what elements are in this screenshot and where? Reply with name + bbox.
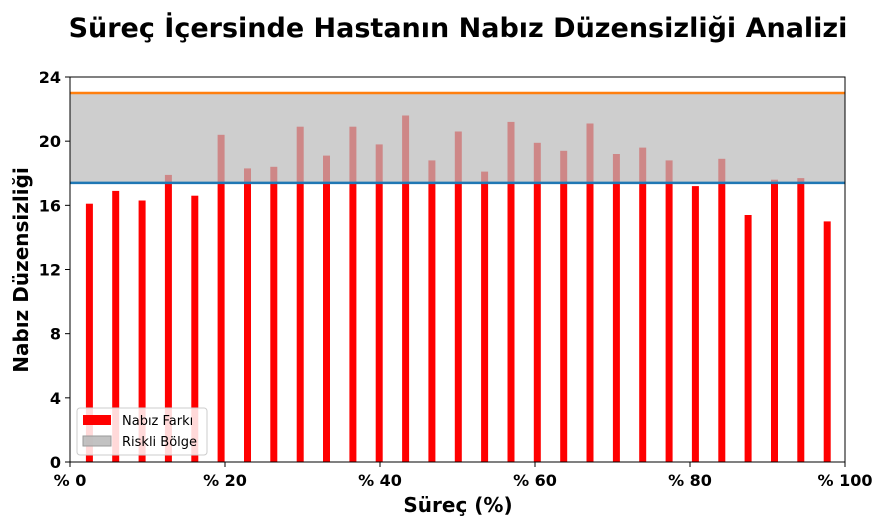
legend-label-riskli-bolge: Riskli Bölge xyxy=(122,435,197,450)
legend-label-nabiz-farki: Nabız Farkı xyxy=(122,414,193,429)
bar xyxy=(533,142,541,463)
bar xyxy=(217,134,225,463)
bar xyxy=(612,154,620,462)
legend-swatch-nabiz-farki xyxy=(83,415,111,425)
bar xyxy=(138,200,146,462)
bar xyxy=(191,195,199,462)
y-tick-label: 4 xyxy=(50,389,61,408)
bar xyxy=(691,186,699,462)
x-tick-label: % 60 xyxy=(513,471,557,490)
bar xyxy=(771,179,778,462)
y-tick-label: 0 xyxy=(50,453,61,472)
x-tick-label: % 0 xyxy=(54,471,87,490)
bar xyxy=(665,160,673,462)
x-tick-label: % 40 xyxy=(358,471,402,490)
y-tick-label: 20 xyxy=(39,132,61,151)
bar xyxy=(428,160,436,462)
bar xyxy=(349,126,357,462)
bar xyxy=(481,171,489,462)
x-axis-label: Süreç (%) xyxy=(403,493,512,517)
bar xyxy=(375,144,383,462)
bar xyxy=(323,155,330,462)
y-tick-label: 24 xyxy=(39,68,61,87)
bar xyxy=(85,203,93,462)
bar xyxy=(454,131,462,462)
bar xyxy=(744,215,752,462)
bar xyxy=(296,126,304,462)
bar xyxy=(718,158,726,463)
y-axis-label: Nabız Düzensizliği xyxy=(9,167,33,373)
bar xyxy=(560,150,568,463)
bar xyxy=(507,121,515,463)
bar xyxy=(586,123,594,462)
x-tick-label: % 100 xyxy=(818,471,873,490)
chart-title: Süreç İçersinde Hastanın Nabız Düzensizl… xyxy=(69,12,848,44)
y-tick-label: 8 xyxy=(50,325,61,344)
bar xyxy=(164,174,172,462)
bar xyxy=(244,168,251,462)
y-tick-label: 16 xyxy=(39,196,61,215)
bar xyxy=(402,115,410,462)
risk-band xyxy=(70,93,845,183)
bar xyxy=(112,190,120,462)
bar xyxy=(639,147,647,462)
bar xyxy=(823,221,831,462)
y-tick-label: 12 xyxy=(39,261,61,280)
x-tick-label: % 20 xyxy=(203,471,247,490)
bar xyxy=(270,166,278,463)
legend: Nabız Farkı Riskli Bölge xyxy=(76,407,208,456)
plot-area: % 0 % 20 % 40 % 60 % 80 % 100 0 4 8 12 16 20 24 xyxy=(39,68,873,490)
legend-swatch-riskli-bolge xyxy=(82,435,112,447)
bar xyxy=(797,178,805,462)
x-tick-label: % 80 xyxy=(668,471,712,490)
